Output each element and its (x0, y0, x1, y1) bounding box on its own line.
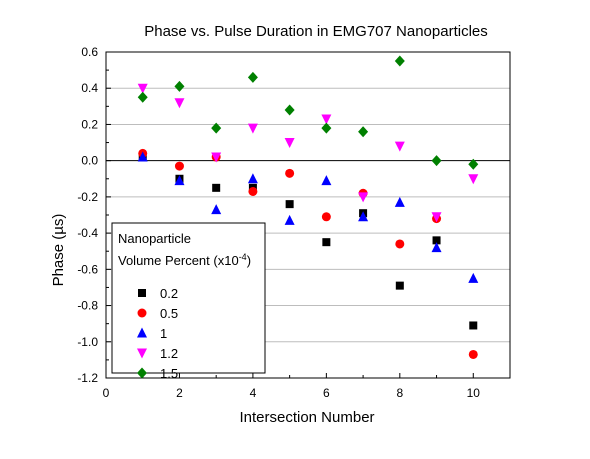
data-point-series-1-2 (468, 174, 479, 185)
data-point-series-1-2 (211, 152, 222, 163)
legend-marker-1-2 (137, 348, 147, 359)
data-point-series-0-2 (395, 281, 404, 290)
data-point-series-0-2 (285, 200, 294, 209)
data-point-series-1-2 (284, 138, 295, 149)
data-point-series-1-2 (174, 98, 185, 109)
data-point-series-1-2 (137, 83, 148, 94)
legend-label: 1.5 (160, 366, 178, 381)
data-point-series-1 (284, 214, 295, 225)
data-point-series-0-2 (212, 183, 221, 192)
y-tick-label: -0.8 (77, 299, 98, 313)
data-point-series-1 (431, 242, 442, 253)
x-tick-label: 6 (323, 386, 330, 400)
data-point-series-1-2 (394, 141, 405, 152)
y-tick-label: 0.0 (81, 154, 98, 168)
data-point-series-1 (174, 175, 185, 186)
data-point-series-1-2 (247, 123, 258, 134)
y-tick-label: -1.2 (77, 371, 98, 385)
x-tick-label: 10 (467, 386, 481, 400)
data-point-series-1-5 (358, 126, 369, 138)
data-point-series-1-2 (358, 192, 369, 203)
legend: Nanoparticle Volume Percent (x10-4) 0.20… (111, 222, 266, 381)
x-tick-label: 8 (396, 386, 403, 400)
y-tick-label: 0.4 (81, 81, 98, 95)
chart-title: Phase vs. Pulse Duration in EMG707 Nanop… (144, 23, 488, 40)
data-point-series-1 (211, 204, 222, 215)
legend-label: 0.5 (160, 306, 178, 321)
data-point-series-0-5 (174, 161, 184, 171)
data-point-series-0-5 (285, 168, 295, 178)
data-point-series-1-5 (394, 55, 405, 67)
legend-label: 1 (160, 326, 167, 341)
legend-title-exponent: -4 (239, 252, 247, 262)
legend-title-close: ) (247, 253, 251, 268)
x-tick-label: 2 (176, 386, 183, 400)
data-point-series-1-5 (174, 80, 185, 92)
axis-ticks: 0.6 0.4 0.2 0.0 -0.2 -0.4 -0.6 -0.8 -1.0 -1.2 0 2 4 6… (77, 45, 480, 400)
x-axis-title: Intersection Number (239, 409, 374, 426)
legend-box (111, 222, 266, 374)
data-point-series-1-5 (247, 71, 258, 83)
data-point-series-0-2 (469, 321, 478, 330)
legend-label: 1.2 (160, 346, 178, 361)
data-point-series-0-2 (432, 236, 441, 245)
data-point-series-1-5 (431, 155, 442, 167)
y-axis-title: Phase (µs) (50, 214, 67, 287)
data-points (137, 55, 479, 359)
legend-title-main: Volume Percent (x10 (118, 253, 239, 268)
data-point-series-0-5 (395, 239, 405, 249)
legend-label: 0.2 (160, 286, 178, 301)
y-tick-label: 0.6 (81, 45, 98, 59)
data-point-series-0-5 (468, 349, 478, 359)
data-point-series-1-5 (137, 91, 148, 103)
data-point-series-1-5 (284, 104, 295, 116)
y-tick-label: -0.6 (77, 262, 98, 276)
data-point-series-1 (394, 196, 405, 207)
data-point-series-1 (468, 272, 479, 283)
legend-title-line1: Nanoparticle (118, 231, 191, 246)
y-tick-label: -0.4 (77, 226, 98, 240)
data-point-series-1 (247, 173, 258, 184)
x-tick-label: 0 (103, 386, 110, 400)
legend-marker-0-2 (138, 289, 146, 297)
data-point-series-1-5 (211, 122, 222, 134)
x-tick-label: 4 (250, 386, 257, 400)
data-point-series-1-5 (321, 122, 332, 134)
legend-title-line2: Volume Percent (x10-4) (118, 252, 251, 268)
data-point-series-1-2 (321, 114, 332, 125)
legend-marker-1-5 (137, 367, 147, 379)
data-point-series-1-2 (431, 212, 442, 223)
y-tick-label: -1.0 (77, 335, 98, 349)
data-point-series-1 (137, 151, 148, 162)
legend-marker-0-5 (137, 308, 147, 318)
legend-marker-1 (137, 327, 147, 338)
y-tick-label: -0.2 (77, 190, 98, 204)
data-point-series-0-2 (322, 238, 331, 247)
data-point-series-1 (321, 175, 332, 186)
data-point-series-1 (358, 211, 369, 222)
legend-items: 0.2 0.5 1 1.2 1.5 (137, 286, 178, 381)
data-point-series-1-5 (468, 158, 479, 170)
data-point-series-0-5 (248, 186, 258, 196)
y-tick-label: 0.2 (81, 117, 98, 131)
data-point-series-0-5 (321, 212, 331, 222)
